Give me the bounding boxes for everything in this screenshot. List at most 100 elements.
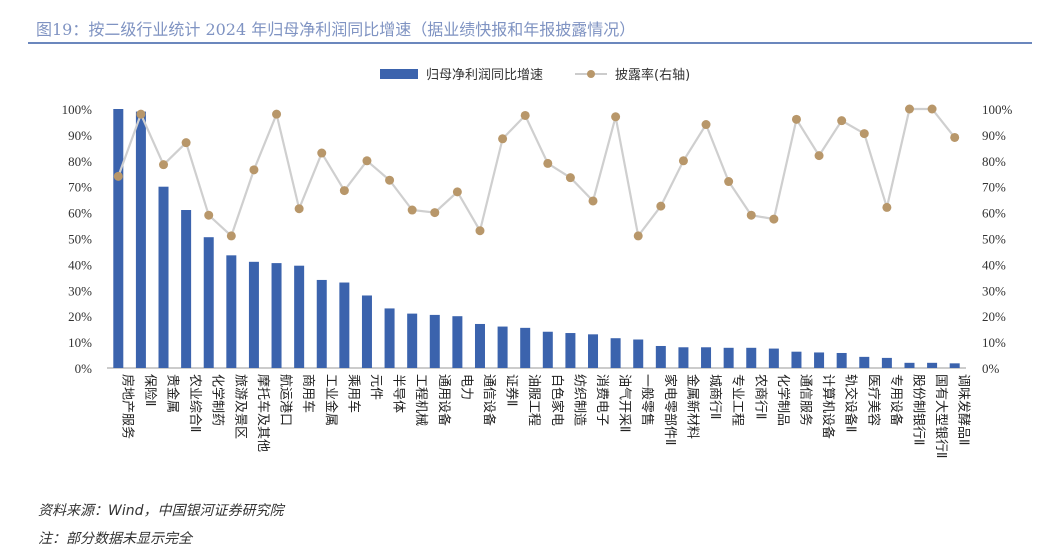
bar bbox=[113, 109, 124, 368]
x-tick-label: 元件 bbox=[368, 374, 383, 400]
bar bbox=[135, 111, 146, 368]
y-tick-label: 40% bbox=[68, 257, 92, 272]
y2-tick-label: 40% bbox=[982, 257, 1006, 272]
bar bbox=[927, 362, 938, 368]
x-tick-label: 油服工程 bbox=[526, 374, 541, 426]
bar bbox=[701, 347, 712, 368]
line-point bbox=[791, 114, 801, 124]
bar bbox=[248, 261, 259, 368]
y-tick-label: 20% bbox=[68, 309, 92, 324]
x-tick-label: 旅游及景区 bbox=[232, 374, 247, 439]
x-tick-label: 化学制品 bbox=[775, 374, 791, 426]
line-point bbox=[136, 109, 146, 119]
title-rule bbox=[28, 42, 1032, 44]
x-tick-label: 纺织制造 bbox=[571, 374, 586, 426]
y2-tick-label: 10% bbox=[982, 335, 1006, 350]
chart-svg: 0% 0% 10% 10% 20% 20% 30% 30% 40% 40% 50% 50% 60% 60%… bbox=[62, 102, 1013, 458]
y2-tick-label: 70% bbox=[982, 180, 1006, 195]
y2-tick-label: 30% bbox=[982, 283, 1006, 298]
x-tick-label: 电力 bbox=[458, 374, 473, 400]
line-point bbox=[385, 175, 395, 185]
bar bbox=[746, 347, 757, 368]
bar bbox=[723, 347, 734, 368]
bar bbox=[859, 356, 870, 368]
y-tick-label: 10% bbox=[68, 335, 92, 350]
x-tick-label: 房地产服务 bbox=[119, 374, 135, 439]
x-tick-label: 调味发酵品Ⅱ bbox=[956, 374, 972, 445]
line-point bbox=[746, 210, 756, 220]
line-point bbox=[339, 186, 349, 196]
y2-tick-label: 80% bbox=[982, 154, 1006, 169]
x-tick-label: 通信设备 bbox=[481, 374, 497, 426]
footnote: 注：部分数据未显示完全 bbox=[38, 531, 192, 547]
x-tick-label: 工业金属 bbox=[323, 374, 339, 426]
bar bbox=[588, 334, 599, 368]
line-point bbox=[317, 148, 327, 158]
line-point bbox=[475, 226, 485, 236]
y-tick-label: 100% bbox=[62, 102, 93, 117]
line-point bbox=[837, 116, 847, 126]
x-tick-label: 保险Ⅱ bbox=[142, 374, 157, 406]
legend-line-swatch bbox=[575, 69, 608, 78]
line-point bbox=[882, 202, 892, 212]
line-point bbox=[498, 134, 508, 144]
y-tick-label: 70% bbox=[68, 180, 92, 195]
bar bbox=[474, 323, 485, 368]
line-point bbox=[769, 214, 779, 224]
y-tick-label: 60% bbox=[68, 206, 92, 221]
line-point bbox=[226, 231, 236, 241]
bar bbox=[520, 327, 531, 368]
y2-tick-label: 90% bbox=[982, 128, 1006, 143]
bar bbox=[655, 345, 666, 368]
line-point bbox=[656, 201, 666, 211]
line-point bbox=[814, 151, 824, 161]
bar bbox=[836, 352, 847, 368]
line-point bbox=[430, 208, 440, 218]
line-point bbox=[565, 173, 575, 183]
bar bbox=[226, 255, 237, 368]
y2-tick-label: 100% bbox=[982, 102, 1013, 117]
bar bbox=[316, 279, 327, 368]
bar bbox=[633, 339, 644, 368]
bar bbox=[361, 295, 372, 368]
legend: 归母净利润同比增速 披露率(右轴) bbox=[380, 64, 690, 83]
line-point bbox=[950, 132, 960, 142]
line-point bbox=[159, 160, 169, 170]
x-tick-label: 国有大型银行Ⅱ bbox=[933, 374, 948, 458]
y2-tick-label: 60% bbox=[982, 206, 1006, 221]
x-tick-label: 工程机械 bbox=[413, 374, 428, 426]
x-tick-label: 油气开采Ⅱ bbox=[617, 374, 633, 432]
bar bbox=[904, 362, 915, 368]
line-point bbox=[204, 210, 214, 220]
bar bbox=[181, 210, 192, 368]
line-point bbox=[294, 204, 304, 214]
x-tick-label: 医疗美容 bbox=[865, 374, 881, 426]
legend-bar-swatch bbox=[380, 68, 418, 79]
y2-tick-label: 0% bbox=[982, 361, 1000, 376]
bar bbox=[678, 347, 689, 368]
y-tick-label: 0% bbox=[75, 361, 93, 376]
bar bbox=[203, 237, 214, 368]
y-tick-label: 30% bbox=[68, 283, 92, 298]
x-tick-label: 证券Ⅱ bbox=[504, 374, 520, 406]
line-point bbox=[588, 196, 598, 206]
bar bbox=[384, 308, 395, 368]
line-point bbox=[904, 104, 914, 114]
bar bbox=[814, 352, 825, 368]
bar bbox=[768, 348, 779, 368]
y-tick-label: 50% bbox=[68, 232, 92, 247]
x-tick-label: 消费电子 bbox=[594, 374, 609, 426]
line-point bbox=[362, 156, 372, 166]
y-tick-label: 90% bbox=[68, 128, 92, 143]
source-note: 资料来源：Wind，中国银河证券研究院 bbox=[38, 503, 284, 519]
bar bbox=[497, 326, 508, 368]
x-tick-label: 金属新材料 bbox=[684, 374, 700, 439]
x-tick-label: 专业工程 bbox=[730, 374, 745, 426]
y-tick-label: 80% bbox=[68, 154, 92, 169]
x-tick-label: 农业综合Ⅱ bbox=[187, 374, 202, 432]
x-tick-label: 计算机设备 bbox=[820, 374, 836, 439]
bar bbox=[542, 331, 553, 368]
bar bbox=[339, 282, 350, 368]
x-tick-label: 化学制药 bbox=[210, 374, 226, 426]
chart-title: 图19：按二级行业统计 2024 年归母净利润同比增速（据业绩快报和年报披露情况… bbox=[36, 20, 636, 39]
